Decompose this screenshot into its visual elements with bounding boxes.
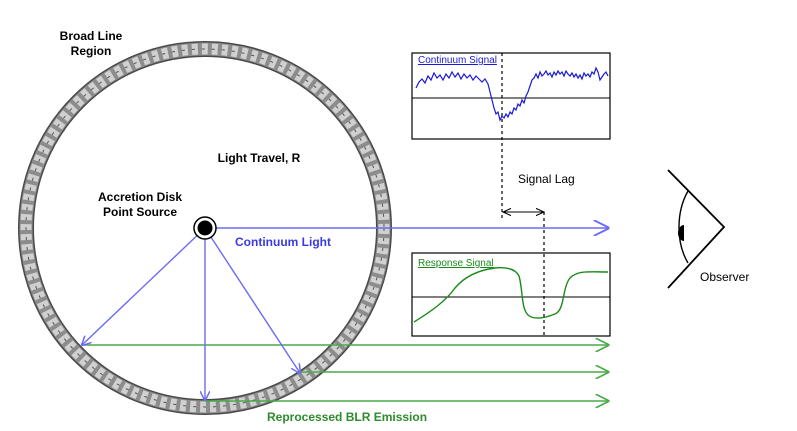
reprocessed-label: Reprocessed BLR Emission xyxy=(267,410,427,424)
observer-eye-icon xyxy=(667,169,726,289)
response-signal-panel: Response Signal xyxy=(411,252,611,337)
blr-label-line1: Broad Line xyxy=(60,29,123,43)
continuum-signal-title: Continuum Signal xyxy=(418,55,497,66)
blr-label-line2: Region xyxy=(71,44,112,58)
response-signal-curve xyxy=(413,267,609,323)
observer-label: Observer xyxy=(700,270,749,284)
ray-lower-left xyxy=(82,227,206,345)
light-travel-label: Light Travel, R xyxy=(218,151,301,165)
continuum-signal-curve xyxy=(415,66,609,122)
continuum-rays xyxy=(82,228,608,400)
accretion-disk-source xyxy=(193,216,217,240)
continuum-light-label: Continuum Light xyxy=(235,235,331,249)
disk-label-line2: Point Source xyxy=(103,205,177,219)
ray-lower-right xyxy=(204,227,300,373)
continuum-signal-panel: Continuum Signal xyxy=(411,52,611,140)
signal-lag-guides xyxy=(501,53,544,336)
reprocessed-arrows xyxy=(82,345,608,401)
signal-lag-label: Signal Lag xyxy=(518,172,575,186)
response-signal-title: Response Signal xyxy=(418,258,494,269)
disk-label-line1: Accretion Disk xyxy=(98,190,182,204)
